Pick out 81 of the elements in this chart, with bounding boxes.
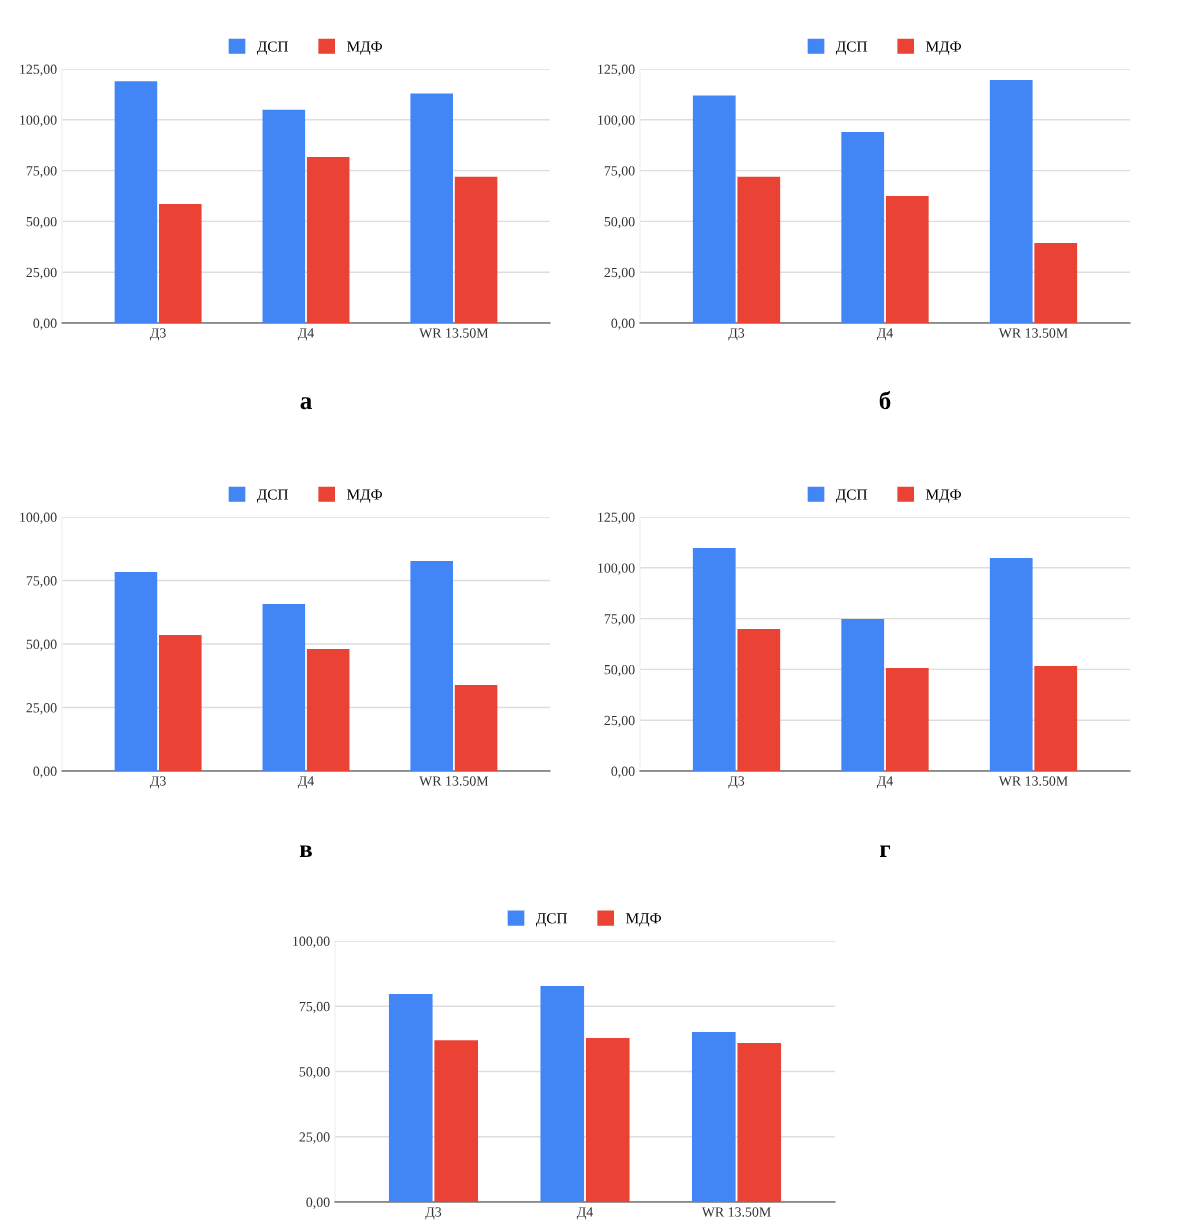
bar — [410, 93, 453, 323]
bar — [159, 635, 202, 771]
x-tick-label: Д3 — [728, 776, 745, 789]
y-tick-label: 100,00 — [598, 115, 635, 127]
x-tick-label: Д4 — [297, 776, 314, 789]
x-tick-label: Д4 — [576, 1207, 593, 1220]
x-tick-label: WR 13.50M — [701, 1207, 771, 1217]
y-tick-label: 0,00 — [611, 318, 635, 330]
bar — [989, 558, 1033, 771]
legend-label: МДФ — [926, 41, 962, 55]
legend-label: ДСП — [535, 913, 568, 927]
y-tick-label: 125,00 — [20, 64, 57, 76]
text: б — [879, 391, 891, 410]
y-tick-label: 0,00 — [33, 766, 57, 778]
y-tick-label: 100,00 — [20, 512, 57, 524]
legend-label: ДСП — [256, 489, 289, 503]
y-tick-label: 100,00 — [20, 115, 57, 127]
bar — [262, 109, 306, 323]
y-tick-label: 0,00 — [611, 766, 635, 778]
bar — [1034, 665, 1078, 771]
x-tick-label: WR 13.50M — [998, 328, 1068, 338]
x-tick-label: Д3 — [728, 328, 745, 341]
legend-label: МДФ — [347, 41, 383, 55]
text: а — [300, 397, 312, 410]
y-tick-label: 50,00 — [26, 216, 57, 229]
legend-label: ДСП — [835, 489, 868, 503]
y-tick-label: 0,00 — [33, 318, 57, 330]
y-tick-label: 75,00 — [604, 614, 635, 626]
y-tick-label: 25,00 — [299, 1132, 330, 1144]
y-tick-label: 50,00 — [299, 1067, 330, 1079]
bar — [306, 156, 350, 323]
x-tick-label: WR 13.50M — [419, 776, 489, 786]
bar — [114, 81, 158, 323]
y-tick-label: 100,00 — [293, 936, 330, 948]
bar — [692, 95, 736, 323]
y-tick-label: 50,00 — [604, 216, 635, 229]
y-tick-label: 25,00 — [26, 267, 57, 280]
bar — [306, 649, 350, 771]
bar — [841, 619, 885, 771]
y-tick-label: 75,00 — [26, 166, 57, 178]
x-tick-label: WR 13.50M — [998, 776, 1068, 786]
bar — [737, 628, 781, 771]
x-tick-label: WR 13.50M — [419, 328, 489, 338]
x-tick-label: Д3 — [150, 328, 166, 341]
x-tick-label: Д4 — [876, 328, 893, 341]
y-tick-label: 50,00 — [26, 639, 57, 651]
x-tick-label: Д4 — [297, 328, 314, 341]
y-tick-label: 125,00 — [598, 64, 635, 76]
bar — [885, 667, 929, 771]
x-tick-label: Д3 — [425, 1207, 442, 1220]
legend-label: ДСП — [835, 41, 868, 55]
bar — [454, 684, 498, 771]
y-tick-label: 25,00 — [604, 715, 635, 728]
bar — [1034, 242, 1078, 323]
bar — [114, 572, 158, 771]
legend-label: МДФ — [347, 489, 383, 503]
bar — [692, 548, 736, 771]
y-tick-label: 100,00 — [598, 563, 635, 575]
bar — [410, 560, 453, 771]
y-tick-label: 75,00 — [604, 166, 635, 178]
text: г — [879, 845, 891, 857]
bar — [885, 196, 929, 323]
y-tick-label: 75,00 — [299, 1001, 330, 1014]
bar — [454, 176, 498, 323]
x-tick-label: Д4 — [876, 776, 893, 789]
bar — [159, 203, 202, 323]
y-tick-label: 0,00 — [306, 1197, 330, 1209]
bar — [989, 79, 1033, 323]
y-tick-label: 50,00 — [604, 664, 635, 677]
y-tick-label: 25,00 — [604, 267, 635, 280]
y-tick-label: 75,00 — [26, 576, 57, 588]
text: в — [299, 845, 312, 857]
legend-label: МДФ — [626, 913, 662, 927]
x-tick-label: Д3 — [150, 776, 166, 789]
legend-label: ДСП — [256, 41, 289, 55]
bar — [841, 131, 885, 323]
bar — [737, 176, 781, 323]
y-tick-label: 125,00 — [598, 512, 635, 524]
legend-label: МДФ — [926, 489, 962, 503]
y-tick-label: 25,00 — [26, 703, 57, 715]
bar — [262, 604, 306, 771]
